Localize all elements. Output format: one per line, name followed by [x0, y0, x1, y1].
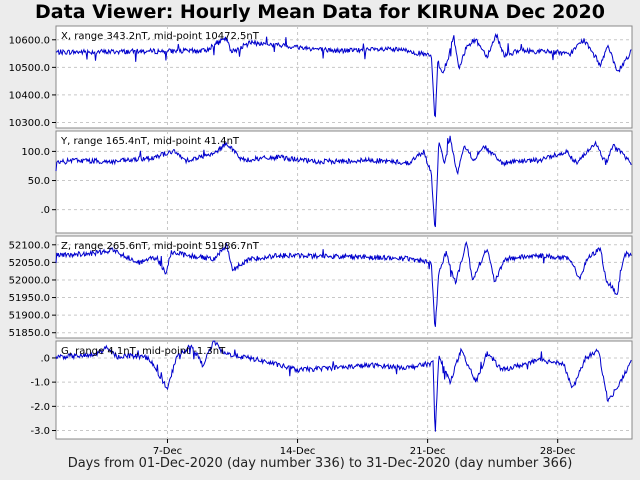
series-line-y — [55, 135, 632, 228]
y-tick-label: 10400.0 — [9, 90, 50, 101]
panel-x-frame — [55, 25, 633, 129]
x-tick-label: 7-Dec — [153, 446, 182, 457]
y-tick-label: 52000.0 — [9, 275, 50, 286]
panel-y-frame — [55, 130, 633, 234]
y-tick-label: .0 — [40, 353, 50, 364]
y-tick-label: -2.0 — [30, 402, 50, 413]
x-axis-label: Days from 01-Dec-2020 (day number 336) t… — [67, 456, 573, 471]
series-line-z — [55, 241, 632, 327]
series-line-x — [55, 32, 632, 118]
panel-g-label: G, range 4.1nT, mid-point -1.3nT — [61, 346, 226, 357]
panel-z-label: Z, range 265.6nT, mid-point 51986.7nT — [61, 241, 260, 252]
series-line-g — [55, 340, 632, 432]
chart-title: Data Viewer: Hourly Mean Data for KIRUNA… — [35, 1, 605, 23]
panel-y-label: Y, range 165.4nT, mid-point 41.4nT — [60, 136, 240, 147]
panel-g-frame — [55, 340, 633, 440]
x-tick-label: 21-Dec — [410, 446, 446, 457]
y-tick-label: 10600.0 — [9, 35, 50, 46]
y-tick-label: -3.0 — [30, 426, 50, 437]
y-tick-label: .0 — [40, 205, 50, 216]
y-tick-label: 50.0 — [28, 176, 50, 187]
x-tick-label: 14-Dec — [280, 446, 316, 457]
y-tick-label: 52100.0 — [9, 240, 50, 251]
x-tick-label: 28-Dec — [540, 446, 576, 457]
y-tick-label: 100.0 — [21, 147, 50, 158]
y-tick-label: 10300.0 — [9, 118, 50, 129]
y-tick-label: 51950.0 — [9, 293, 50, 304]
panel-x-label: X, range 343.2nT, mid-point 10472.5nT — [61, 31, 260, 42]
y-tick-label: -1.0 — [30, 378, 50, 389]
y-tick-label: 51850.0 — [9, 328, 50, 339]
y-tick-label: 51900.0 — [9, 311, 50, 322]
y-tick-label: 52050.0 — [9, 258, 50, 269]
y-tick-label: 10500.0 — [9, 63, 50, 74]
